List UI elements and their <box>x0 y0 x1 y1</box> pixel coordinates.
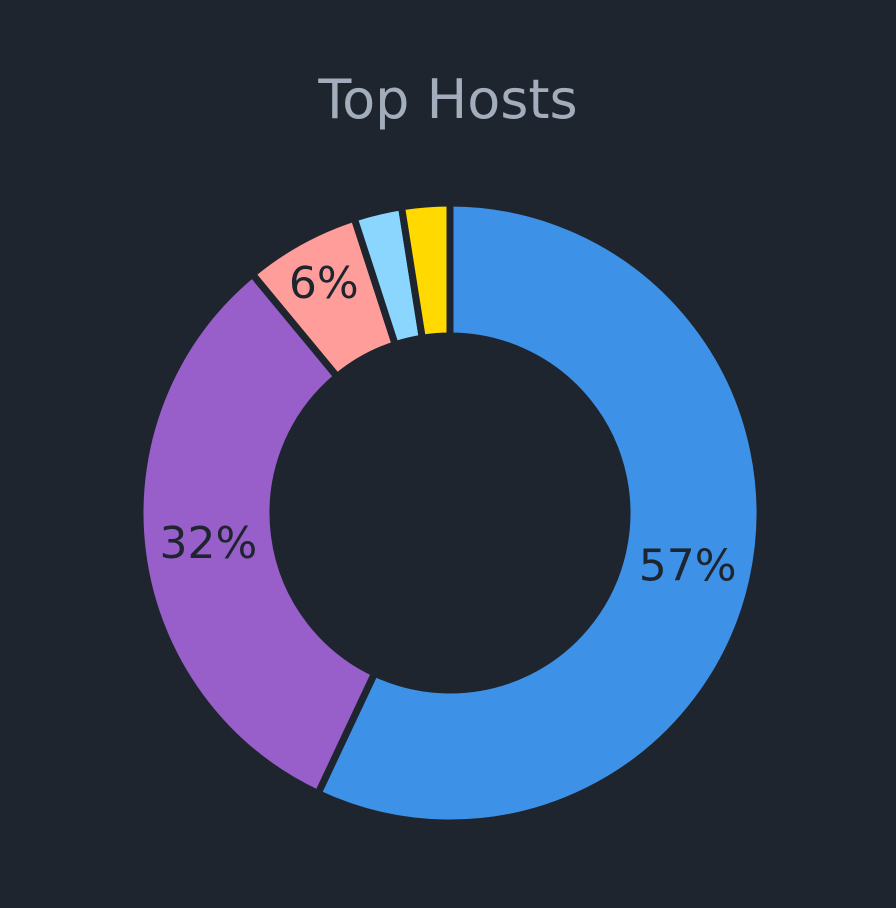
slice-label-2: 32% <box>160 518 258 569</box>
donut-slice-2[interactable] <box>136 269 380 799</box>
donut-slice-1[interactable] <box>313 199 764 827</box>
chart-title: Top Hosts <box>318 68 578 131</box>
slice-label-1: 57% <box>639 541 737 592</box>
donut-slice-5[interactable] <box>397 199 454 343</box>
slice-label-3: 6% <box>289 258 359 309</box>
